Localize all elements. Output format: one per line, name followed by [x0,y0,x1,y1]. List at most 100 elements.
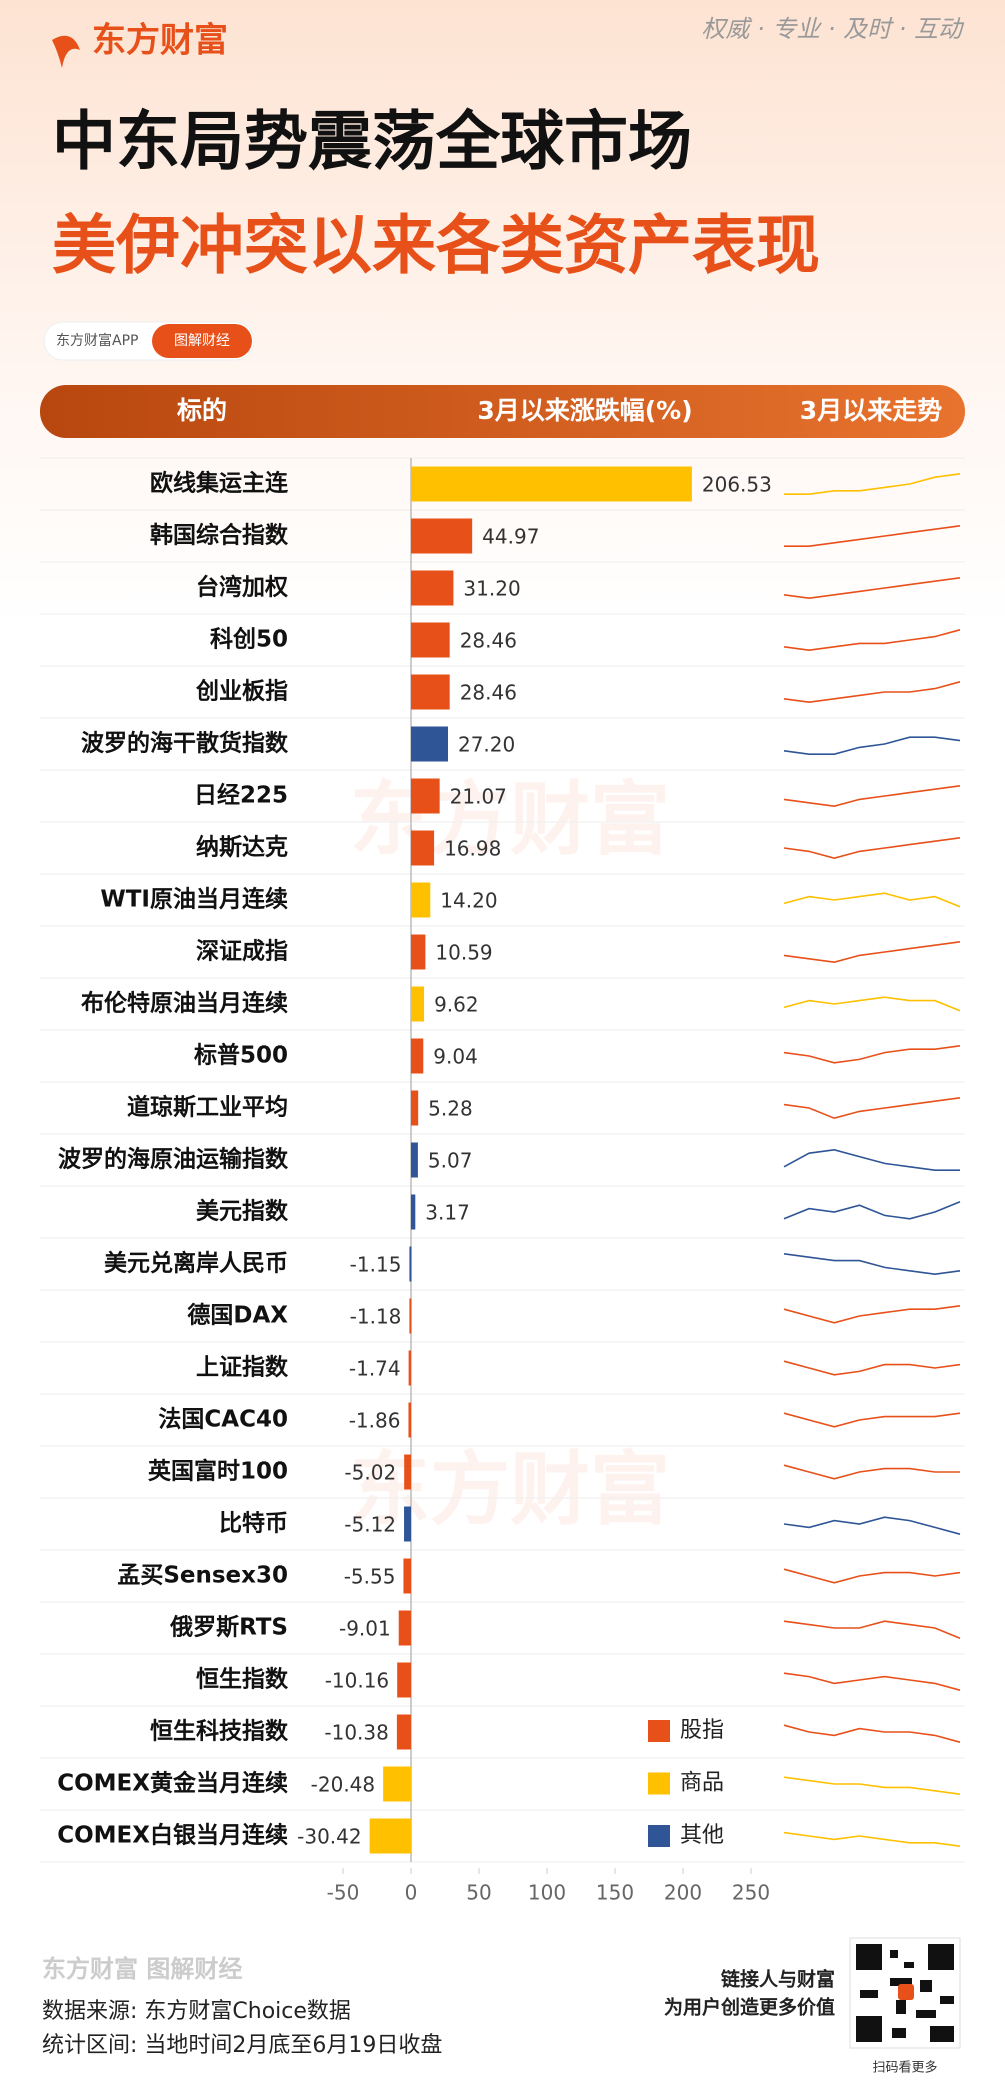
sparkline [783,1516,961,1535]
qr-logo [898,1984,914,2000]
bar [404,1454,411,1490]
category-label: 美元指数 [196,1198,289,1225]
tag-app: 东方财富APP [56,332,138,349]
legend-swatch [648,1772,670,1795]
value-label: 31.20 [463,577,520,601]
value-label: -5.02 [344,1461,396,1485]
bar [411,1194,416,1230]
bar [411,1090,419,1126]
sparkline [783,1412,961,1428]
value-label: -9.01 [339,1617,391,1641]
bar [396,1714,411,1750]
tag-topic: 图解财经 [174,333,230,349]
value-label: -30.42 [297,1825,361,1849]
sparkline [783,1464,960,1480]
sparkline [783,892,961,908]
value-label: 3.17 [425,1201,470,1225]
slogan: 权威 · 专业 · 及时 · 互动 [701,15,965,43]
legend-label: 股指 [680,1718,724,1743]
value-label: 5.28 [428,1097,473,1121]
sparkline [783,1831,961,1847]
sparkline [783,736,961,756]
bar [411,518,473,554]
category-label: 布伦特原油当月连续 [81,990,288,1017]
sparkline [783,1672,961,1691]
chart: -50 0 50 100 150 200 250 欧线集运主连 206.53 韩国综合指数 44.9… [40,457,965,1905]
bar [408,1402,411,1438]
footer-logo: 东方财富 图解财经 [42,1955,242,1983]
category-label: 俄罗斯RTS [169,1614,288,1641]
category-label: 英国富时100 [148,1458,288,1485]
sparkline [783,1360,961,1376]
watermark: 东方财富 [350,773,670,866]
bar [397,1662,411,1698]
x-tick-label: 50 [466,1881,491,1905]
column-header: 3月以来走势 [800,396,942,425]
value-label: 28.46 [460,629,517,653]
x-tick-label: 250 [732,1881,770,1905]
bar [411,674,450,710]
bar [409,1246,412,1282]
category-label: 深证成指 [196,939,288,965]
legend-swatch [648,1825,670,1847]
bar [404,1506,411,1542]
value-label: -1.86 [349,1409,401,1433]
value-label: -10.16 [325,1669,389,1693]
subtitle: 美伊冲突以来各类资产表现 [52,210,820,284]
category-label: 欧线集运主连 [150,470,289,497]
sparkline [783,1305,961,1324]
bar [411,1038,424,1074]
bar [411,778,440,814]
bar [411,830,435,866]
title: 中东局势震荡全球市场 [52,106,692,180]
sparkline [783,681,961,704]
category-label: 法国CAC40 [158,1407,288,1433]
bar [411,1142,418,1178]
category-label: 台湾加权 [196,574,288,601]
sparkline [783,629,961,652]
value-label: 14.20 [440,889,497,913]
legend-swatch [648,1720,670,1742]
bar [411,882,431,918]
x-tick-label: 0 [405,1881,418,1905]
sparkline [783,837,961,860]
bar [411,570,454,606]
category-label: 美元兑离岸人民币 [104,1250,288,1277]
category-label: 创业板指 [195,679,288,705]
bar [409,1298,412,1334]
category-label: 标普500 [194,1042,288,1069]
bar [408,1350,411,1386]
bar [411,934,426,970]
sparkline [783,1201,961,1220]
sparkline [783,1148,960,1171]
x-tick-label: 200 [664,1881,702,1905]
value-label: -20.48 [311,1773,375,1797]
sparkline [783,1568,961,1584]
bar [411,986,425,1022]
logo: 东方财富 [92,21,228,61]
value-label: 16.98 [444,837,501,861]
sparkline [784,525,961,548]
column-header: 标的 [177,396,227,425]
logo-icon [52,35,80,68]
value-label: -1.15 [350,1253,402,1277]
category-label: COMEX白银当月连续 [57,1822,288,1849]
category-label: 科创50 [210,627,288,653]
value-label: 206.53 [702,473,772,497]
x-tick-label: -50 [327,1881,360,1905]
sparkline [783,1620,961,1639]
bar [411,622,450,658]
category-label: WTI原油当月连续 [100,886,288,913]
category-label: 德国DAX [187,1302,288,1329]
x-tick-label: 100 [528,1881,566,1905]
sparkline [783,1776,961,1795]
qr-code [856,1944,954,2042]
value-label: 44.97 [482,525,539,549]
watermark: 东方财富 [350,1443,670,1536]
value-label: 10.59 [435,941,492,965]
category-label: COMEX黄金当月连续 [57,1770,288,1797]
value-label: -1.74 [349,1357,401,1381]
value-label: 9.62 [434,993,479,1017]
bar [403,1558,411,1594]
x-tick-label: 150 [596,1881,634,1905]
